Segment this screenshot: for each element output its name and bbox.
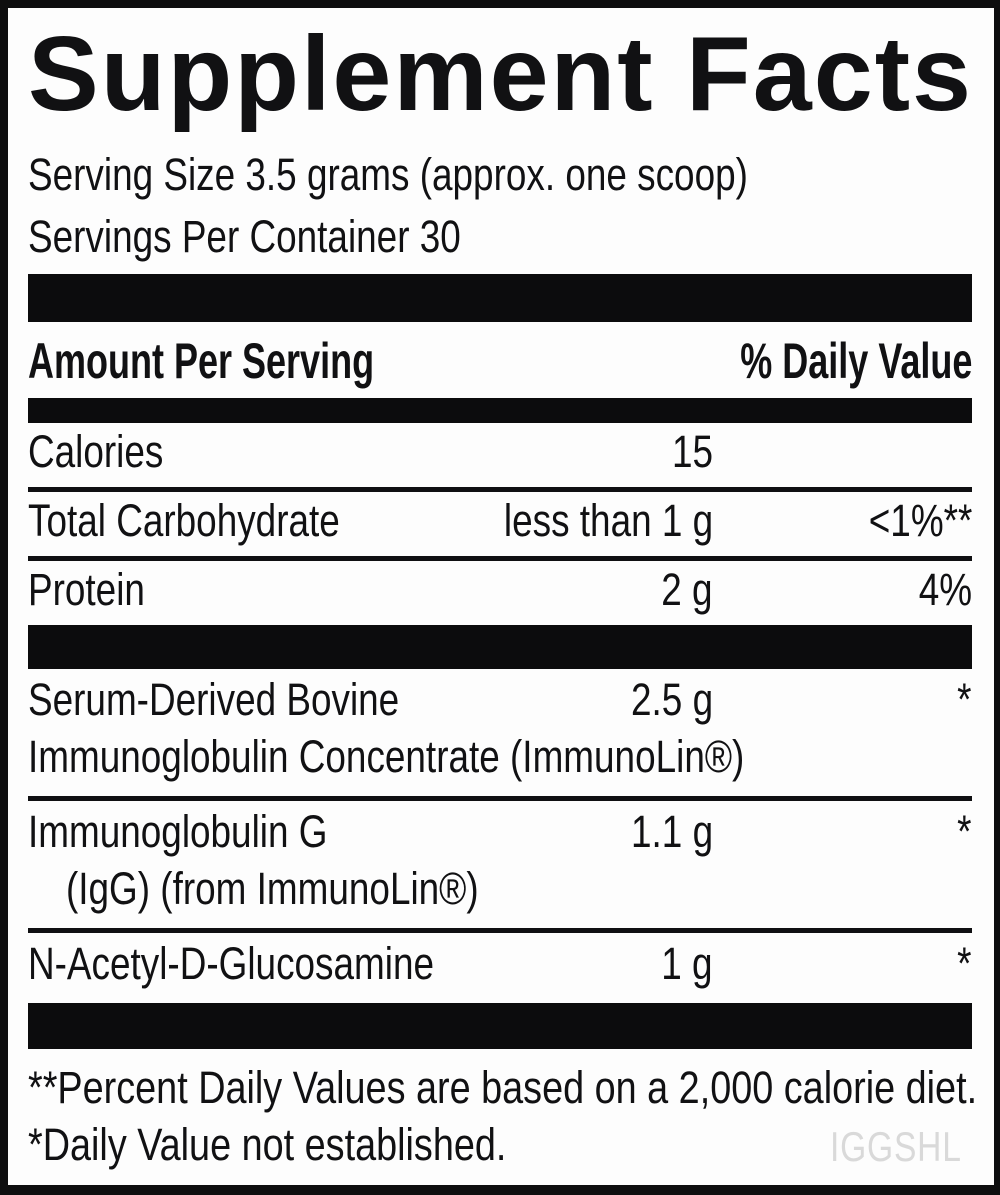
- nutrient-row-igg: Immunoglobulin G 1.1 g * (IgG) (from Imm…: [28, 801, 972, 928]
- nutrient-amount: 1.1 g: [630, 806, 713, 857]
- nutrient-row-protein: Protein 2 g 4%: [28, 561, 972, 625]
- daily-value-label: % Daily Value: [739, 333, 972, 389]
- footnote-daily-values: **Percent Daily Values are based on a 2,…: [28, 1062, 978, 1113]
- nutrient-name: Calories: [28, 426, 164, 477]
- table-header: Amount Per Serving % Daily Value: [28, 322, 972, 398]
- row-divider: [28, 487, 972, 492]
- watermark-code: IGGSHL: [830, 1123, 962, 1170]
- nutrient-amount: 1 g: [661, 938, 713, 989]
- serving-size-line: Serving Size 3.5 grams (approx. one scoo…: [28, 149, 748, 200]
- nutrient-name: Total Carbohydrate: [28, 495, 340, 546]
- amount-per-serving-label: Amount Per Serving: [28, 333, 375, 389]
- divider-bar-ingredients: [28, 625, 972, 669]
- divider-bar-bottom: [28, 1003, 972, 1049]
- nutrient-name-line2: Immunoglobulin Concentrate (ImmunoLin®): [28, 731, 745, 782]
- nutrient-name: Serum-Derived Bovine: [28, 674, 400, 725]
- serving-info: Serving Size 3.5 grams (approx. one scoo…: [28, 144, 972, 268]
- nutrient-dv: *: [957, 674, 972, 725]
- nutrient-amount: less than 1 g: [503, 495, 713, 546]
- nutrient-amount: 2 g: [661, 564, 713, 615]
- nutrient-row-nag: N-Acetyl-D-Glucosamine 1 g *: [28, 933, 972, 1003]
- footnotes: **Percent Daily Values are based on a 2,…: [28, 1049, 978, 1173]
- nutrient-dv: 4%: [918, 564, 972, 615]
- nutrient-row-carbohydrate: Total Carbohydrate less than 1 g <1%**: [28, 492, 972, 556]
- divider-bar-header: [28, 398, 972, 423]
- servings-per-container-line: Servings Per Container 30: [28, 211, 461, 262]
- row-divider: [28, 928, 972, 933]
- divider-bar-top: [28, 274, 972, 322]
- nutrient-row-serum-ig: Serum-Derived Bovine 2.5 g * Immunoglobu…: [28, 669, 972, 796]
- nutrient-name: Protein: [28, 564, 145, 615]
- nutrient-amount: 15: [671, 426, 713, 477]
- nutrient-dv: <1%**: [868, 495, 972, 546]
- nutrient-dv: *: [957, 806, 972, 857]
- nutrient-name: N-Acetyl-D-Glucosamine: [28, 938, 435, 989]
- footnote-not-established: *Daily Value not established.: [28, 1119, 507, 1170]
- row-divider: [28, 556, 972, 561]
- nutrient-dv: *: [957, 938, 972, 989]
- nutrient-amount: 2.5 g: [630, 674, 713, 725]
- nutrient-row-calories: Calories 15: [28, 423, 972, 487]
- nutrient-name: Immunoglobulin G: [28, 806, 328, 857]
- nutrient-name-line2: (IgG) (from ImmunoLin®): [66, 863, 479, 914]
- panel-title: Supplement Facts: [28, 15, 973, 133]
- row-divider: [28, 796, 972, 801]
